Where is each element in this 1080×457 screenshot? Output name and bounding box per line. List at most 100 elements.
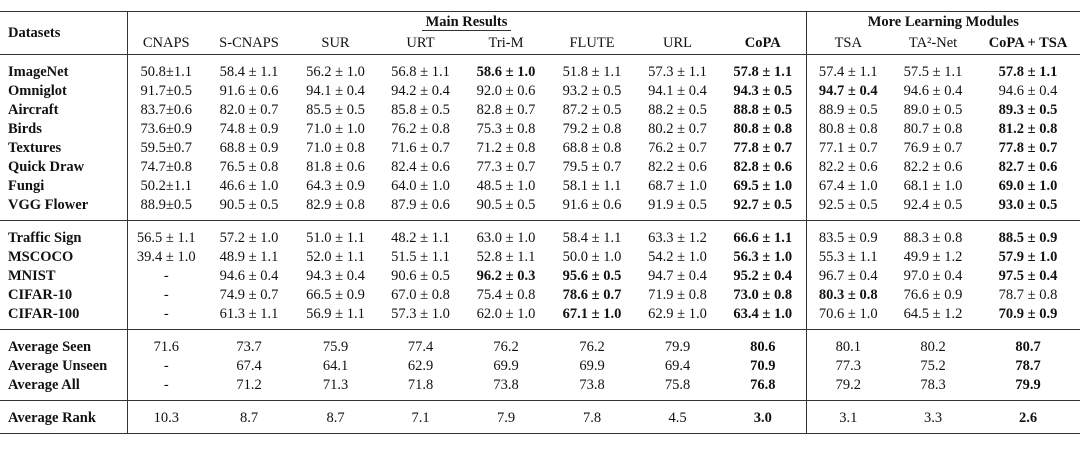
value-cell: 77.3 ± 0.7 (476, 159, 536, 175)
value-cell: 82.8 ± 0.6 (720, 158, 807, 177)
value-cell: 52.8 ± 1.1 (476, 249, 536, 265)
value-cell: 77.3 (835, 358, 861, 374)
data-row: Quick Draw 74.7±0.8 76.5 ± 0.8 81.8 ± 0.6 82… (0, 158, 1080, 177)
value-cell: 69.9 (493, 358, 519, 374)
row-group: Average Rank 10.3 8.7 8.7 7.1 7.9 7.8 4.5 3.0 3.1… (0, 400, 1080, 434)
dataset-name: ImageNet (0, 54, 128, 82)
value-cell: 68.1 ± 1.0 (903, 178, 963, 194)
dataset-name: VGG Flower (0, 196, 128, 221)
value-cell: 97.0 ± 0.4 (903, 268, 963, 284)
value-cell: 71.6 (153, 339, 179, 355)
value-cell: 52.0 ± 1.1 (306, 249, 365, 265)
value-cell: 80.2 (920, 339, 946, 355)
value-cell: - (163, 287, 169, 303)
value-cell: 88.9 ± 0.5 (818, 102, 878, 118)
value-cell: 75.3 ± 0.8 (476, 121, 536, 137)
value-cell: 76.2 ± 0.7 (648, 140, 707, 156)
data-row: CIFAR-10 - 74.9 ± 0.7 66.5 ± 0.9 67.0 ± 0.8 7… (0, 286, 1080, 305)
value-cell: 61.3 ± 1.1 (219, 306, 279, 322)
value-cell: 8.7 (326, 410, 345, 426)
dataset-name: MSCOCO (0, 248, 128, 267)
value-cell: 68.8 ± 0.8 (562, 140, 622, 156)
value-cell: 91.7±0.5 (140, 83, 192, 99)
header-cell: Datasets (0, 11, 128, 55)
value-cell: 62.9 (407, 358, 434, 374)
value-cell: 94.2 ± 0.4 (391, 83, 450, 99)
value-cell: 76.2 (579, 339, 605, 355)
value-cell: 55.3 ± 1.1 (818, 249, 878, 265)
value-cell: 64.3 ± 0.9 (306, 178, 365, 194)
value-cell: 48.5 ± 1.0 (476, 178, 536, 194)
value-cell: 62.9 ± 1.0 (648, 306, 707, 322)
value-cell: 64.0 ± 1.0 (391, 178, 450, 194)
value-cell: 93.0 ± 0.5 (998, 197, 1058, 213)
value-cell: 94.3 ± 0.5 (720, 82, 807, 101)
value-cell: 92.7 ± 0.5 (720, 196, 807, 221)
value-cell: 49.9 ± 1.2 (903, 249, 963, 265)
value-cell: 81.2 ± 0.8 (998, 121, 1058, 137)
dataset-name: CIFAR-100 (0, 305, 128, 330)
value-cell: 82.7 ± 0.6 (998, 159, 1058, 175)
value-cell: 56.9 ± 1.1 (306, 306, 365, 322)
value-cell: 82.0 ± 0.7 (219, 102, 279, 118)
value-cell: 88.8 ± 0.5 (720, 101, 807, 120)
value-cell: 71.0 ± 0.8 (306, 140, 365, 156)
value-cell: 70.9 ± 0.9 (998, 306, 1058, 322)
value-cell: 56.2 ± 1.0 (306, 64, 365, 80)
value-cell: 51.8 ± 1.1 (562, 64, 622, 80)
value-cell: 87.9 ± 0.6 (391, 197, 450, 213)
value-cell: 79.2 ± 0.8 (562, 121, 622, 137)
value-cell: 58.1 ± 1.1 (562, 178, 622, 194)
value-cell: 71.8 (407, 377, 434, 393)
dataset-name: Textures (0, 139, 128, 158)
value-cell: 94.6 ± 0.4 (219, 268, 279, 284)
data-row: Traffic Sign 56.5 ± 1.1 57.2 ± 1.0 51.0 ± 1… (0, 220, 1080, 248)
value-cell: 79.9 (664, 339, 691, 355)
value-cell: 73.0 ± 0.8 (720, 286, 807, 305)
value-cell: 82.9 ± 0.8 (306, 197, 365, 213)
value-cell: 94.1 ± 0.4 (306, 83, 365, 99)
value-cell: 57.5 ± 1.1 (903, 64, 963, 80)
value-cell: 56.5 ± 1.1 (136, 230, 196, 246)
value-cell: 77.8 ± 0.7 (998, 140, 1058, 156)
value-cell: 10.3 (153, 410, 179, 426)
column-header: S-CNAPS (205, 33, 293, 55)
value-cell: 57.8 ± 1.1 (998, 64, 1058, 80)
data-row: CIFAR-100 - 61.3 ± 1.1 56.9 ± 1.1 57.3 ± 1.0… (0, 305, 1080, 330)
value-cell: 96.7 ± 0.4 (818, 268, 878, 284)
dataset-name: Average Rank (0, 400, 128, 434)
dataset-name: Birds (0, 120, 128, 139)
value-cell: 46.6 ± 1.0 (219, 178, 279, 194)
value-cell: 82.4 ± 0.6 (391, 159, 450, 175)
value-cell: 58.4 ± 1.1 (219, 64, 279, 80)
value-cell: - (163, 358, 169, 374)
value-cell: 92.0 ± 0.6 (476, 83, 536, 99)
data-row: ImageNet 50.8±1.1 58.4 ± 1.1 56.2 ± 1.0 56.8… (0, 54, 1080, 82)
value-cell: 80.8 ± 0.8 (818, 121, 878, 137)
value-cell: 80.7 ± 0.8 (903, 121, 963, 137)
dataset-name: Aircraft (0, 101, 128, 120)
table-header: Datasets Main Results More Learning Modu… (0, 11, 1080, 55)
value-cell: 50.2±1.1 (140, 178, 192, 194)
value-cell: 68.8 ± 0.9 (219, 140, 279, 156)
value-cell: 82.2 ± 0.6 (903, 159, 963, 175)
dataset-name: Average Unseen (0, 357, 128, 376)
dataset-name: MNIST (0, 267, 128, 286)
value-cell: 54.2 ± 1.0 (648, 249, 707, 265)
value-cell: 76.8 (720, 376, 807, 401)
value-cell: 74.7±0.8 (140, 159, 192, 175)
value-cell: 94.1 ± 0.4 (648, 83, 707, 99)
value-cell: 73.6±0.9 (140, 121, 192, 137)
data-row: Fungi 50.2±1.1 46.6 ± 1.0 64.3 ± 0.9 64.0 ± … (0, 177, 1080, 196)
data-row: Aircraft 83.7±0.6 82.0 ± 0.7 85.5 ± 0.5 85.8… (0, 101, 1080, 120)
dataset-name: Traffic Sign (0, 220, 128, 248)
value-cell: 73.8 (493, 377, 519, 393)
value-cell: 95.2 ± 0.4 (720, 267, 807, 286)
dataset-name: CIFAR-10 (0, 286, 128, 305)
column-header: CoPA + TSA (976, 33, 1080, 55)
value-cell: 71.6 ± 0.7 (391, 140, 450, 156)
value-cell: 90.6 ± 0.5 (391, 268, 450, 284)
value-cell: 90.5 ± 0.5 (219, 197, 279, 213)
value-cell: 71.9 ± 0.8 (648, 287, 707, 303)
value-cell: 94.7 ± 0.4 (648, 268, 707, 284)
